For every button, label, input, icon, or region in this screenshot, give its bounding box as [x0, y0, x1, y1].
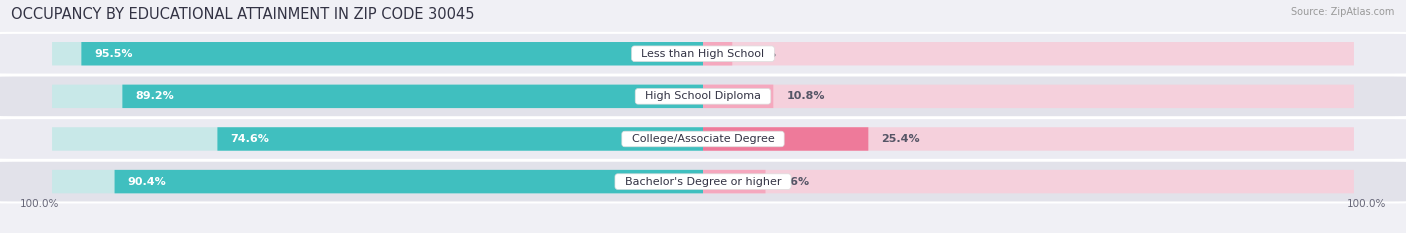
- FancyBboxPatch shape: [82, 42, 703, 65]
- FancyBboxPatch shape: [114, 170, 703, 193]
- Text: 9.6%: 9.6%: [779, 177, 810, 187]
- FancyBboxPatch shape: [52, 170, 703, 193]
- FancyBboxPatch shape: [218, 127, 703, 151]
- FancyBboxPatch shape: [703, 42, 1354, 65]
- FancyBboxPatch shape: [52, 127, 703, 151]
- Text: OCCUPANCY BY EDUCATIONAL ATTAINMENT IN ZIP CODE 30045: OCCUPANCY BY EDUCATIONAL ATTAINMENT IN Z…: [11, 7, 475, 22]
- FancyBboxPatch shape: [703, 42, 733, 65]
- FancyBboxPatch shape: [703, 85, 1354, 108]
- Text: Source: ZipAtlas.com: Source: ZipAtlas.com: [1291, 7, 1395, 17]
- Text: 100.0%: 100.0%: [20, 199, 59, 209]
- FancyBboxPatch shape: [703, 85, 773, 108]
- Text: 10.8%: 10.8%: [786, 91, 825, 101]
- FancyBboxPatch shape: [0, 33, 1406, 75]
- FancyBboxPatch shape: [703, 170, 1354, 193]
- FancyBboxPatch shape: [703, 127, 869, 151]
- FancyBboxPatch shape: [0, 118, 1406, 160]
- Text: Bachelor's Degree or higher: Bachelor's Degree or higher: [617, 177, 789, 187]
- Text: 100.0%: 100.0%: [1347, 199, 1386, 209]
- Text: 25.4%: 25.4%: [882, 134, 920, 144]
- Text: 90.4%: 90.4%: [128, 177, 166, 187]
- FancyBboxPatch shape: [703, 170, 765, 193]
- Text: 95.5%: 95.5%: [94, 49, 134, 59]
- FancyBboxPatch shape: [52, 42, 703, 65]
- Text: 4.5%: 4.5%: [745, 49, 776, 59]
- Text: College/Associate Degree: College/Associate Degree: [624, 134, 782, 144]
- Text: 89.2%: 89.2%: [135, 91, 174, 101]
- FancyBboxPatch shape: [122, 85, 703, 108]
- FancyBboxPatch shape: [0, 161, 1406, 202]
- FancyBboxPatch shape: [0, 75, 1406, 117]
- FancyBboxPatch shape: [52, 85, 703, 108]
- FancyBboxPatch shape: [703, 127, 1354, 151]
- Text: 74.6%: 74.6%: [231, 134, 270, 144]
- Text: High School Diploma: High School Diploma: [638, 91, 768, 101]
- Text: Less than High School: Less than High School: [634, 49, 772, 59]
